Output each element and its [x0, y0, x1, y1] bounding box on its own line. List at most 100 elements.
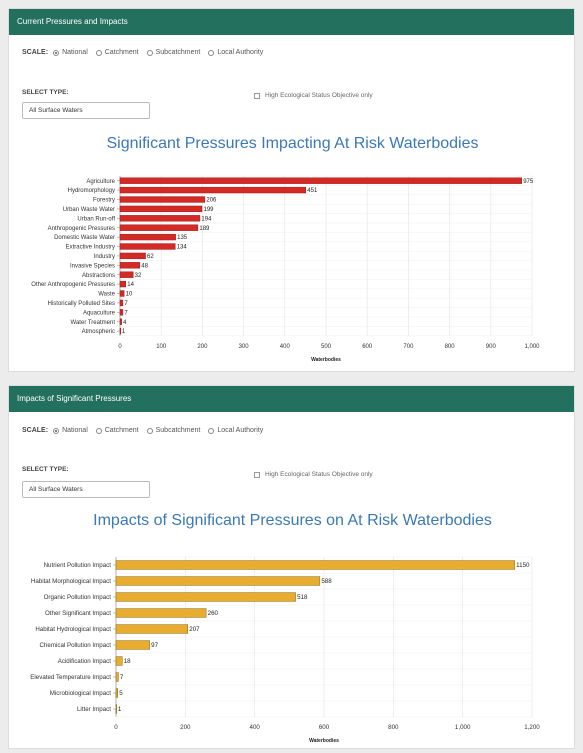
scale-national-radio[interactable]: National	[53, 49, 88, 56]
bar	[119, 243, 176, 250]
category-label: Forestry	[93, 198, 115, 204]
category-label: Elevated Temperature Impact	[30, 674, 111, 681]
radio-selected-icon	[53, 427, 60, 434]
select-type-label: SELECT TYPE:	[22, 466, 69, 473]
checkbox-icon	[254, 471, 260, 478]
data-label: 135	[177, 235, 188, 241]
category-label: Nutrient Pollution Impact	[44, 562, 112, 569]
bar	[119, 271, 134, 278]
scale-national-radio[interactable]: National	[53, 427, 88, 434]
x-tick-label: 800	[388, 724, 399, 731]
bar	[119, 327, 122, 335]
type-select[interactable]: All Surface Waters	[22, 481, 150, 498]
data-label: 7	[124, 310, 128, 316]
data-label: 588	[321, 578, 332, 585]
x-tick-label: 1,000	[524, 344, 540, 350]
checkbox-icon	[254, 92, 260, 99]
radio-label: Subcatchment	[155, 427, 201, 434]
data-label: 48	[141, 263, 148, 269]
bar	[119, 318, 122, 325]
category-label: Extractive Industry	[66, 245, 115, 251]
category-label: Urban Run-off	[77, 216, 115, 222]
bar	[119, 309, 124, 316]
category-label: Urban Waste Water	[63, 207, 115, 213]
category-label: Invasive Species	[70, 263, 115, 269]
data-label: 7	[120, 674, 124, 681]
scale-subcatchment-radio[interactable]: Subcatchment	[146, 49, 200, 56]
x-tick-label: 1,200	[524, 724, 540, 731]
category-label: Abstractions	[82, 273, 115, 279]
bar	[119, 299, 124, 307]
data-label: 32	[135, 273, 142, 279]
scale-catchment-radio[interactable]: Catchment	[95, 49, 139, 56]
scale-local-authority-radio[interactable]: Local Authority	[208, 49, 263, 56]
category-label: Historically Polluted Sites	[48, 301, 115, 307]
x-tick-label: 0	[118, 344, 122, 350]
data-label: 207	[189, 626, 200, 633]
bar	[119, 290, 125, 297]
category-label: Waste	[98, 292, 115, 298]
category-label: Other Significant Impact	[45, 610, 111, 617]
scale-label: SCALE:	[22, 49, 49, 56]
data-label: 134	[177, 245, 188, 251]
category-label: Other Anthropogenic Pressures	[31, 282, 115, 288]
scale-local-authority-radio[interactable]: Local Authority	[208, 427, 263, 434]
data-label: 1150	[516, 562, 530, 569]
bar	[115, 560, 515, 570]
bar	[119, 177, 522, 184]
bar	[115, 624, 189, 634]
checkbox-label: High Ecological Status Objective only	[265, 92, 373, 99]
radio-label: National	[62, 427, 88, 434]
hes-checkbox[interactable]: High Ecological Status Objective only	[254, 92, 373, 99]
category-label: Habitat Hydrological Impact	[35, 626, 111, 633]
bar	[115, 576, 321, 586]
radio-label: Local Authority	[217, 427, 264, 434]
pressures-chart: 0 100 200 300 400 500 600 700 800 900 1,000 Agricul…	[31, 175, 540, 363]
bar	[115, 592, 296, 602]
data-label: 7	[124, 301, 128, 307]
scale-selector: SCALE: National Catchment Subcatchment L…	[22, 427, 271, 434]
x-tick-label: 0	[114, 724, 118, 731]
hes-checkbox[interactable]: High Ecological Status Objective only	[254, 471, 373, 478]
data-label: 10	[126, 292, 133, 298]
bar	[119, 252, 146, 260]
x-tick-label: 600	[319, 724, 330, 731]
x-tick-label: 400	[280, 344, 291, 350]
chart-title: Impacts of Significant Pressures on At R…	[93, 512, 492, 529]
pressures-panel: Current Pressures and Impacts SCALE: Nat…	[8, 8, 575, 372]
x-tick-label: 900	[486, 344, 497, 350]
chart-title: Significant Pressures Impacting At Risk …	[106, 135, 479, 152]
radio-icon	[146, 427, 153, 434]
x-tick-label: 100	[156, 344, 167, 350]
category-label: Habitat Morphological Impact	[31, 578, 111, 585]
category-label: Hydromorphology	[68, 188, 115, 194]
data-label: 206	[206, 198, 217, 204]
scale-catchment-radio[interactable]: Catchment	[95, 427, 139, 434]
category-label: Litter Impact	[77, 706, 111, 713]
x-tick-label: 800	[445, 344, 456, 350]
data-label: 97	[151, 642, 158, 649]
x-tick-label: 600	[362, 344, 373, 350]
bar	[119, 262, 141, 269]
x-axis-label: Waterbodies	[309, 738, 339, 744]
scale-subcatchment-radio[interactable]: Subcatchment	[146, 427, 201, 434]
panel-header: Impacts of Significant Pressures	[9, 386, 574, 412]
bar	[119, 280, 127, 288]
x-axis-label: Waterbodies	[311, 357, 341, 363]
bar	[115, 608, 207, 618]
type-select[interactable]: All Surface Waters	[22, 102, 150, 119]
impacts-chart: 0 200 400 600 800 1,000 1,200 Nutrient Pollutio…	[30, 556, 540, 744]
bar	[115, 640, 150, 650]
radio-icon	[208, 49, 215, 56]
bar	[115, 656, 123, 666]
x-tick-label: 300	[239, 344, 250, 350]
category-label: Agriculture	[86, 179, 115, 185]
bar	[119, 215, 201, 222]
data-label: 194	[201, 216, 212, 222]
scale-selector: SCALE: National Catchment Subcatchment L…	[22, 49, 271, 56]
data-label: 5	[119, 690, 123, 697]
x-tick-label: 700	[403, 344, 414, 350]
data-label: 451	[307, 188, 318, 194]
data-label: 1	[122, 329, 126, 335]
bar	[115, 672, 119, 682]
